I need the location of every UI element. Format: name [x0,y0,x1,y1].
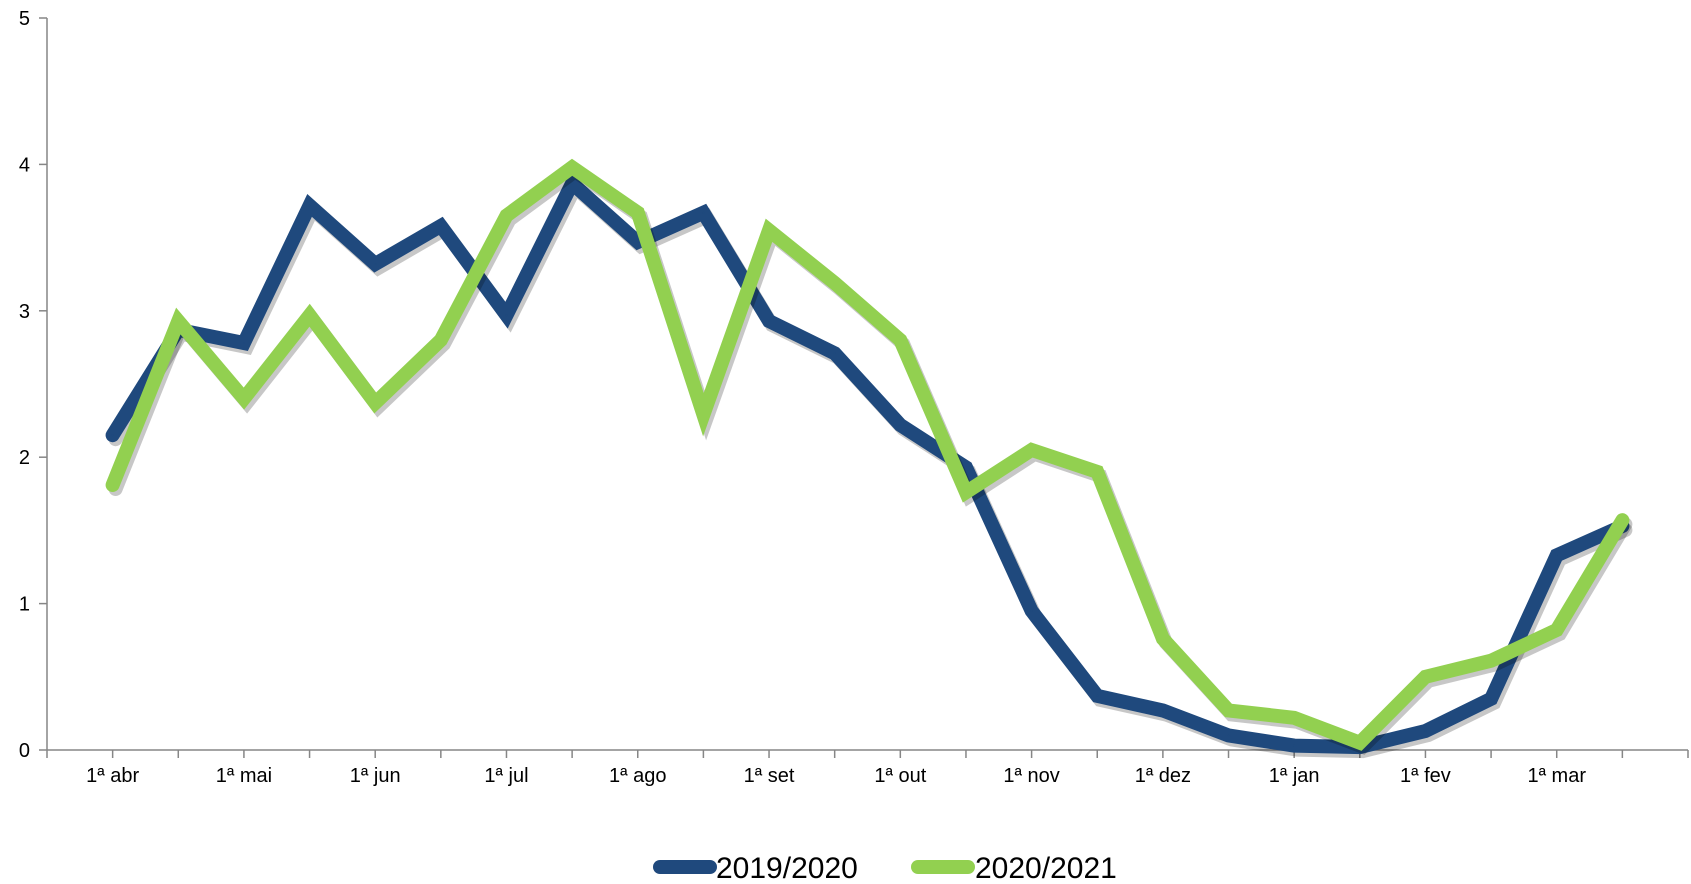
data-point [1161,709,1164,712]
data-point [177,320,180,323]
data-point [1358,741,1361,744]
series-layer [105,158,1633,759]
x-tick-label: 1ª jul [484,765,528,787]
legend: 2019/2020 2020/2021 [653,852,1117,884]
legend-label: 2020/2021 [975,852,1117,884]
data-point [899,339,902,342]
data-point [111,484,114,487]
y-tick-label: 3 [19,301,30,323]
data-point [768,229,771,232]
data-point [374,262,377,265]
data-point [1227,734,1230,737]
x-tick-label: 1ª nov [1003,765,1059,787]
data-point [111,434,114,437]
data-point [833,352,836,355]
data-point [1030,448,1033,451]
series-line-shadow [108,162,1633,755]
data-point [505,214,508,217]
y-tick-label: 1 [19,594,30,616]
y-tick-label: 4 [19,154,30,176]
y-tick-label: 5 [19,8,30,30]
x-tick-label: 1ª ago [609,765,666,787]
series-line-2019-2020 [105,172,1630,755]
legend-label: 2019/2020 [716,852,858,884]
data-point [1424,675,1427,678]
x-tick-label: 1ª mar [1527,765,1586,787]
data-point [1161,637,1164,640]
data-point [899,423,902,426]
series-line-shadow [108,176,1633,759]
data-point [1555,554,1558,557]
data-point [242,397,245,400]
series-line-2020-2021 [105,158,1630,751]
x-tick-label: 1ª mai [216,765,272,787]
data-point [1293,744,1296,747]
x-tick-label: 1ª set [744,765,795,787]
x-tick-label: 1ª fev [1400,765,1451,787]
data-point [505,314,508,317]
data-point [636,240,639,243]
data-point [636,211,639,214]
data-point [439,339,442,342]
y-axis-ticks: 0 1 2 3 4 5 [19,8,47,762]
data-point [964,491,967,494]
data-point [702,211,705,214]
data-point [833,281,836,284]
data-point [1096,694,1099,697]
data-point [1227,709,1230,712]
x-tick-label: 1ª jan [1269,765,1320,787]
data-point [1096,470,1099,473]
y-tick-label: 0 [19,740,30,762]
data-point [964,466,967,469]
x-tick-label: 1ª abr [86,765,139,787]
data-point [308,314,311,317]
x-axis-ticks: 1ª abr 1ª mai 1ª jun 1ª jul 1ª ago 1ª set 1ª o… [46,750,1689,787]
data-point [768,320,771,323]
x-tick-label: 1ª dez [1135,765,1191,787]
x-tick-label: 1ª jun [350,765,401,787]
data-point [702,413,705,416]
data-point [308,204,311,207]
data-point [1293,716,1296,719]
data-point [1424,729,1427,732]
data-point [571,166,574,169]
data-point [374,402,377,405]
data-point [1490,659,1493,662]
data-point [1490,697,1493,700]
legend-item: 2020/2021 [911,852,1117,884]
x-tick-label: 1ª out [874,765,926,787]
data-point [1030,609,1033,612]
data-point [1621,519,1624,522]
data-point [1555,628,1558,631]
data-point [571,182,574,185]
legend-item: 2019/2020 [653,852,858,884]
data-point [242,342,245,345]
data-point [439,224,442,227]
y-tick-label: 2 [19,447,30,469]
